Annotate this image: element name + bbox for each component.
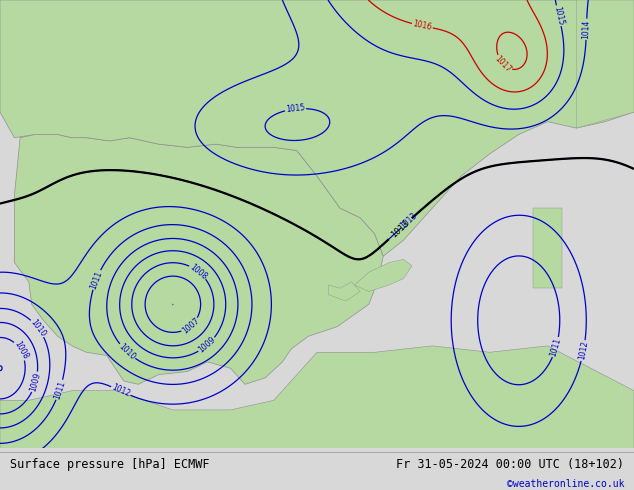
Text: 1014: 1014 <box>581 20 592 39</box>
Text: 1011: 1011 <box>53 379 67 400</box>
Text: 1012: 1012 <box>577 341 590 361</box>
Polygon shape <box>354 259 412 292</box>
Text: 1010: 1010 <box>29 318 48 339</box>
Text: 1016: 1016 <box>412 20 433 32</box>
Text: 1008: 1008 <box>188 262 209 281</box>
Text: 1009: 1009 <box>197 335 217 355</box>
Text: 1017: 1017 <box>493 54 513 74</box>
Text: 1011: 1011 <box>549 337 563 358</box>
Polygon shape <box>0 0 634 256</box>
Text: 1009: 1009 <box>29 371 42 392</box>
Text: ©weatheronline.co.uk: ©weatheronline.co.uk <box>507 479 624 489</box>
Text: 1011: 1011 <box>89 269 104 291</box>
Text: 1010: 1010 <box>117 342 137 362</box>
Text: 1015: 1015 <box>552 5 566 26</box>
Text: 1012: 1012 <box>110 383 131 399</box>
Text: 1013: 1013 <box>399 211 419 230</box>
Text: Surface pressure [hPa] ECMWF: Surface pressure [hPa] ECMWF <box>10 458 209 471</box>
Text: 1013: 1013 <box>389 218 411 239</box>
Text: Fr 31-05-2024 00:00 UTC (18+102): Fr 31-05-2024 00:00 UTC (18+102) <box>396 458 624 471</box>
Polygon shape <box>533 208 562 288</box>
Text: 1007: 1007 <box>180 316 201 336</box>
Polygon shape <box>15 134 384 384</box>
Text: 1015: 1015 <box>285 103 306 115</box>
Text: 1008: 1008 <box>12 340 30 361</box>
Polygon shape <box>328 282 360 301</box>
Polygon shape <box>0 346 634 448</box>
Polygon shape <box>576 0 634 128</box>
